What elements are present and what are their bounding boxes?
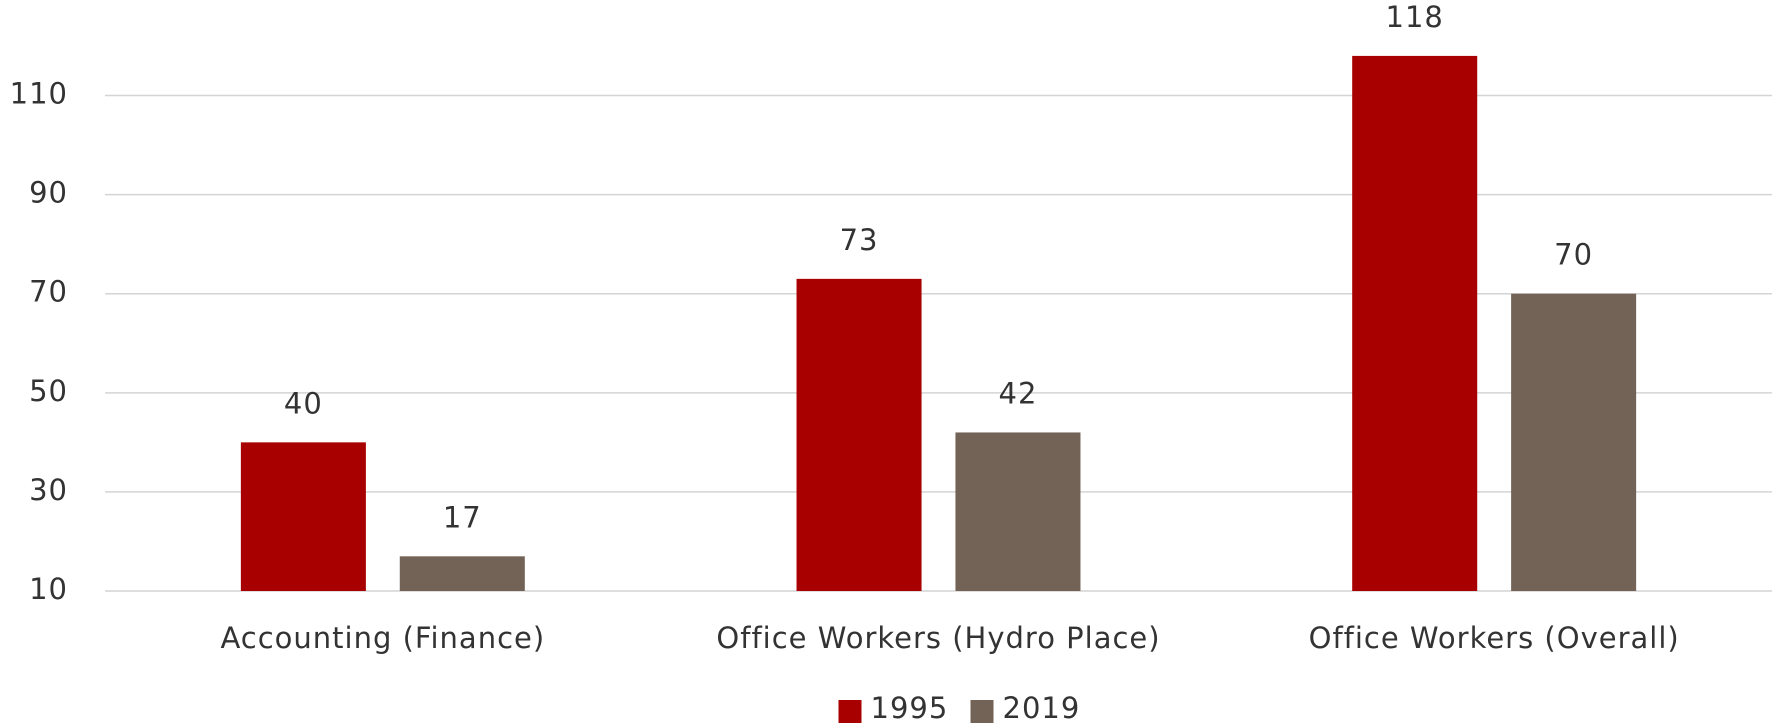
legend-label: 2019 bbox=[1003, 691, 1081, 725]
y-tick-label: 10 bbox=[29, 572, 68, 606]
bar bbox=[1352, 55, 1478, 591]
legend-swatch bbox=[970, 700, 994, 723]
y-tick-label: 70 bbox=[29, 275, 68, 309]
data-label: 42 bbox=[999, 376, 1038, 410]
data-label: 17 bbox=[443, 500, 482, 534]
bar bbox=[955, 432, 1081, 591]
bar bbox=[399, 556, 525, 591]
data-label: 40 bbox=[284, 386, 323, 420]
data-label: 73 bbox=[840, 223, 879, 257]
bar bbox=[796, 278, 922, 591]
y-tick-label: 30 bbox=[29, 473, 68, 507]
legend-swatch bbox=[838, 700, 862, 723]
y-tick-label: 90 bbox=[29, 176, 68, 210]
x-tick-label: Office Workers (Overall) bbox=[1309, 621, 1680, 655]
x-tick-label: Accounting (Finance) bbox=[220, 621, 545, 655]
y-tick-label: 50 bbox=[29, 374, 68, 408]
x-tick-label: Office Workers (Hydro Place) bbox=[716, 621, 1160, 655]
data-label: 70 bbox=[1554, 238, 1593, 272]
bar bbox=[240, 442, 366, 591]
legend-label: 1995 bbox=[871, 691, 949, 725]
y-tick-label: 110 bbox=[10, 77, 68, 111]
bar bbox=[1511, 293, 1637, 591]
data-label: 118 bbox=[1386, 0, 1444, 34]
